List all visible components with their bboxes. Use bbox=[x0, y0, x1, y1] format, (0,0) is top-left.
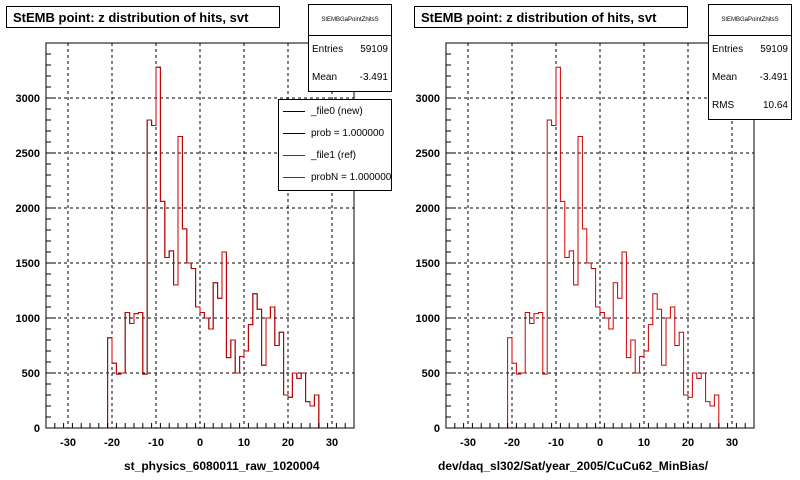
y-tick-label: 2000 bbox=[416, 203, 440, 215]
left-pad: -30 -20 -10 0 10 20 30 0 500 1000 1500 2000 2500 3000… bbox=[6, 4, 392, 473]
x-tick-label: -30 bbox=[460, 437, 476, 449]
legend-swatch bbox=[283, 132, 305, 134]
right-entries-label: Entries bbox=[712, 44, 744, 55]
right-rms-label: RMS bbox=[712, 100, 735, 111]
y-tick-label: 500 bbox=[22, 368, 40, 380]
left-series-ref-line bbox=[46, 66, 354, 429]
x-tick-label: 20 bbox=[682, 437, 694, 449]
x-tick-label: 30 bbox=[326, 437, 338, 449]
right-rms-value: 10.64 bbox=[762, 100, 788, 111]
legend-entry: _file1 (ref) bbox=[279, 144, 391, 166]
y-tick-label: 2500 bbox=[416, 148, 440, 160]
legend-swatch bbox=[283, 110, 305, 112]
left-legend: _file0 (new) prob = 1.000000 _file1 (ref… bbox=[278, 99, 392, 191]
x-tick-label: -10 bbox=[548, 437, 564, 449]
legend-label: _file1 (ref) bbox=[311, 149, 357, 161]
left-stats-mean: Mean -3.491 bbox=[309, 64, 391, 91]
right-stats-mean: Mean -3.491 bbox=[709, 64, 791, 92]
right-entries-value: 59109 bbox=[760, 44, 788, 55]
x-tick-label: -20 bbox=[504, 437, 520, 449]
right-plot-frame bbox=[445, 42, 755, 429]
right-pad: -30 -20 -10 0 10 20 30 0 500 1000 1500 2000 2500 3000… bbox=[400, 0, 800, 480]
legend-swatch bbox=[283, 176, 305, 178]
left-plot-frame bbox=[45, 42, 355, 429]
right-mean-label: Mean bbox=[712, 72, 738, 83]
right-series-new-line bbox=[446, 66, 754, 429]
legend-entry: _file0 (new) bbox=[279, 100, 391, 122]
y-tick-label: 0 bbox=[34, 423, 40, 435]
y-tick-label: 1500 bbox=[16, 258, 40, 270]
y-tick-label: 500 bbox=[422, 368, 440, 380]
y-tick-label: 3000 bbox=[16, 93, 40, 105]
left-stats-entries: Entries 59109 bbox=[309, 36, 391, 64]
legend-label: prob = 1.000000 bbox=[311, 127, 385, 139]
left-entries-value: 59109 bbox=[360, 44, 388, 55]
legend-label: _file0 (new) bbox=[311, 105, 363, 117]
y-tick-label: 2500 bbox=[16, 148, 40, 160]
right-xaxis-caption: dev/daq_sl302/Sat/year_2005/CuCu62_MinBi… bbox=[438, 459, 709, 473]
legend-entry: prob = 1.000000 bbox=[279, 122, 391, 144]
x-tick-label: 20 bbox=[282, 437, 294, 449]
right-histogram: -30 -20 -10 0 10 20 30 0 500 1000 1500 2000 2500 3000 bbox=[416, 42, 755, 449]
y-tick-label: 3000 bbox=[416, 93, 440, 105]
left-histogram: -30 -20 -10 0 10 20 30 0 500 1000 1500 2000 2500 3000 bbox=[16, 42, 355, 449]
left-stats-name: StEMBGaPointZhitsS bbox=[309, 5, 391, 36]
y-tick-label: 0 bbox=[434, 423, 440, 435]
left-mean-label: Mean bbox=[312, 72, 338, 83]
x-tick-label: 0 bbox=[597, 437, 603, 449]
left-title: StEMB point: z distribution of hits, svt bbox=[6, 6, 280, 28]
x-tick-label: -20 bbox=[104, 437, 120, 449]
right-stats-entries: Entries 59109 bbox=[709, 36, 791, 64]
y-tick-label: 1000 bbox=[16, 313, 40, 325]
x-tick-label: -30 bbox=[60, 437, 76, 449]
right-stats-box: StEMBGaPointZhitsS Entries 59109 Mean -3… bbox=[708, 4, 792, 120]
right-stats-rms: RMS 10.64 bbox=[709, 92, 791, 119]
legend-swatch bbox=[283, 154, 305, 156]
right-stats-name: StEMBGaPointZhitsS bbox=[709, 5, 791, 36]
left-entries-label: Entries bbox=[312, 44, 344, 55]
x-tick-label: 10 bbox=[638, 437, 650, 449]
left-xaxis-caption: st_physics_6080011_raw_1020004 bbox=[124, 459, 320, 473]
y-tick-label: 1000 bbox=[416, 313, 440, 325]
x-tick-label: 10 bbox=[238, 437, 250, 449]
legend-entry: probN = 1.000000 bbox=[279, 166, 391, 188]
left-stats-box: StEMBGaPointZhitsS Entries 59109 Mean -3… bbox=[308, 4, 392, 92]
right-title: StEMB point: z distribution of hits, svt bbox=[414, 6, 688, 28]
x-tick-label: -10 bbox=[148, 437, 164, 449]
y-tick-label: 1500 bbox=[416, 258, 440, 270]
x-tick-label: 30 bbox=[726, 437, 738, 449]
left-mean-value: -3.491 bbox=[359, 72, 388, 83]
y-tick-label: 2000 bbox=[16, 203, 40, 215]
legend-label: probN = 1.000000 bbox=[311, 171, 392, 183]
right-mean-value: -3.491 bbox=[759, 72, 788, 83]
x-tick-label: 0 bbox=[197, 437, 203, 449]
